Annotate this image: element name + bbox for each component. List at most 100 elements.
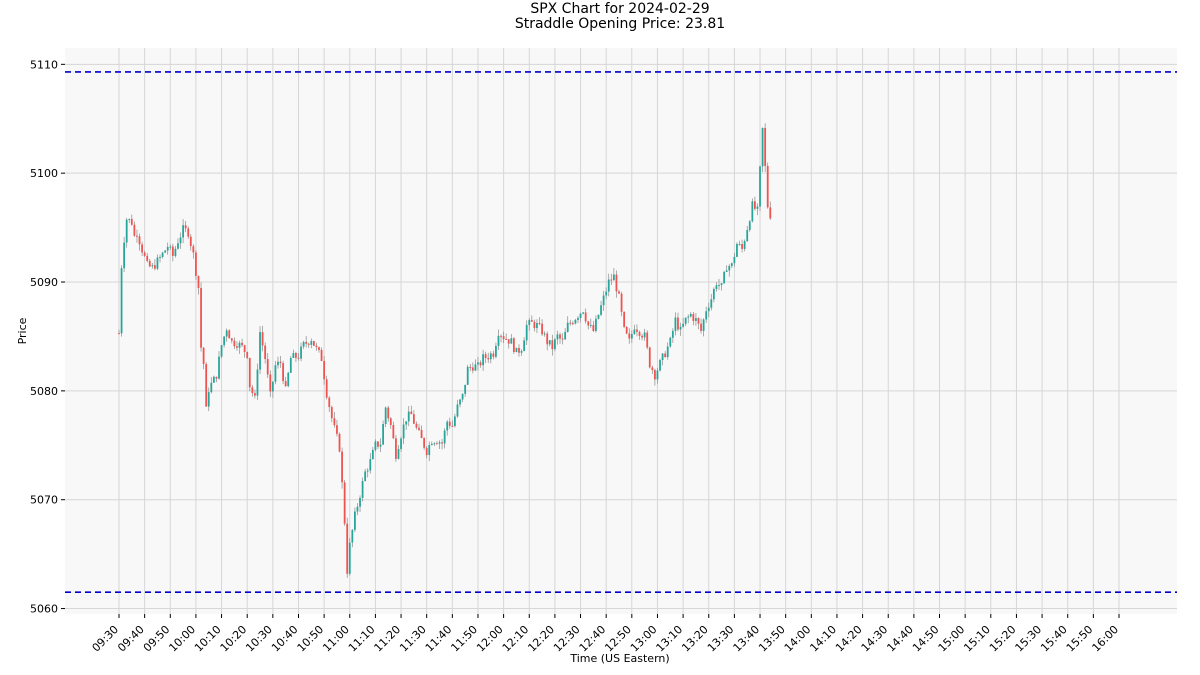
x-tick-label: 11:00 — [320, 623, 352, 655]
candle-body — [587, 321, 590, 326]
candle-body — [151, 265, 154, 267]
x-tick-label: 15:40 — [1038, 623, 1070, 655]
candle-body — [318, 347, 320, 350]
candle-body — [266, 359, 269, 375]
candle-body — [723, 271, 726, 284]
x-tick-label: 12:00 — [474, 623, 506, 655]
candle-body — [651, 367, 654, 371]
candle-body — [484, 354, 487, 358]
candle-body — [256, 369, 259, 396]
candle-body — [136, 235, 138, 237]
y-tick-label: 5080 — [30, 385, 58, 398]
x-tick-label: 12:50 — [602, 623, 634, 655]
candle-body — [402, 424, 405, 439]
candle-body — [538, 323, 541, 325]
candle-body — [184, 225, 187, 229]
x-tick-label: 12:30 — [551, 623, 583, 655]
candle-body — [497, 335, 500, 346]
x-tick-label: 11:30 — [397, 623, 429, 655]
candle-body — [243, 345, 246, 352]
candle-body — [579, 313, 582, 318]
candle-body — [530, 320, 533, 322]
candle-body — [679, 326, 682, 330]
candle-body — [238, 342, 241, 348]
x-tick-label: 11:50 — [448, 623, 480, 655]
x-tick-label: 10:10 — [192, 623, 224, 655]
candle-body — [300, 346, 302, 359]
candle-body — [456, 404, 459, 417]
chart-subtitle: Straddle Opening Price: 23.81 — [515, 16, 725, 32]
candle-body — [620, 293, 623, 312]
candle-body — [436, 443, 438, 445]
candle-body — [174, 248, 177, 256]
candle-body — [389, 418, 392, 426]
candle-body — [512, 338, 515, 353]
candle-body — [705, 311, 708, 320]
candle-body — [143, 252, 146, 256]
candle-body — [718, 285, 720, 287]
candle-body — [343, 482, 346, 524]
candle-body — [625, 326, 628, 334]
candle-body — [646, 332, 649, 348]
y-tick-label: 5090 — [30, 276, 58, 289]
candle-body — [328, 397, 331, 408]
candle-body — [669, 337, 672, 347]
candle-body — [438, 442, 441, 444]
candle-body — [571, 323, 574, 325]
candle-body — [433, 443, 436, 445]
candle-body — [166, 246, 169, 251]
candle-body — [441, 442, 443, 444]
candle-body — [487, 357, 490, 360]
candles — [118, 123, 772, 578]
x-tick-label: 10:50 — [295, 623, 327, 655]
candle-body — [207, 392, 210, 407]
candle-body — [418, 427, 420, 431]
candle-body — [189, 236, 192, 247]
candle-body — [592, 324, 595, 331]
candle-body — [523, 340, 526, 352]
candle-body — [395, 438, 397, 459]
candle-body — [548, 340, 551, 345]
candle-body — [259, 332, 261, 370]
candle-body — [471, 367, 474, 371]
candle-body — [459, 399, 461, 405]
candle-body — [510, 338, 513, 344]
candle-body — [425, 447, 428, 456]
candle-body — [666, 346, 669, 357]
candle-body — [461, 393, 464, 400]
y-tick-label: 5100 — [30, 167, 58, 180]
candle-body — [148, 260, 151, 267]
candle-body — [397, 449, 400, 459]
candle-body — [289, 357, 292, 373]
candle-body — [518, 347, 520, 353]
y-tick-label: 5110 — [30, 58, 58, 71]
x-tick-label: 12:40 — [577, 623, 609, 655]
candle-body — [589, 324, 592, 326]
candle-body — [700, 323, 702, 331]
candle-body — [123, 242, 126, 269]
y-tick-label: 5070 — [30, 494, 58, 507]
candle-body — [546, 333, 549, 345]
x-axis-label: Time (US Eastern) — [569, 652, 669, 665]
candle-body — [638, 331, 641, 336]
candle-body — [728, 265, 731, 271]
candle-body — [559, 334, 561, 339]
candle-body — [730, 263, 733, 266]
x-tick-label: 15:20 — [987, 623, 1019, 655]
candle-body — [505, 338, 508, 340]
candle-body — [489, 353, 492, 360]
candle-body — [415, 423, 418, 428]
y-axis-label: Price — [16, 317, 29, 344]
candle-body — [377, 441, 379, 447]
candle-body — [761, 127, 764, 167]
candle-body — [520, 351, 523, 353]
candle-body — [656, 370, 659, 380]
candle-body — [525, 324, 528, 341]
candle-body — [566, 322, 569, 332]
candle-body — [379, 444, 382, 447]
y-tick-label: 5060 — [30, 603, 58, 616]
candle-body — [169, 246, 172, 248]
candle-body — [541, 323, 543, 335]
x-tick-label: 16:00 — [1090, 623, 1122, 655]
candle-body — [261, 332, 264, 346]
